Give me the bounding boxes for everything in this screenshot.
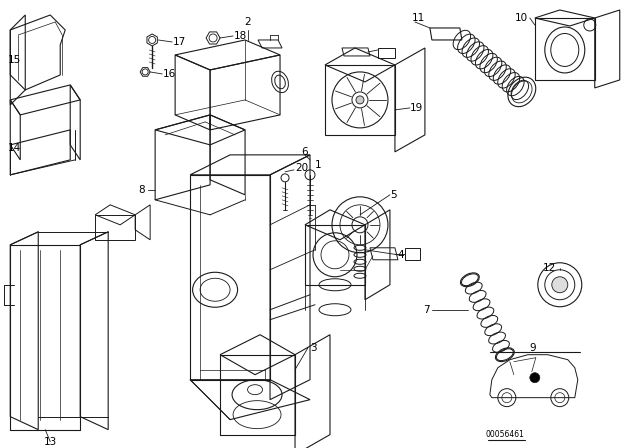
Text: 19: 19 [410, 103, 423, 113]
Circle shape [530, 373, 540, 383]
Text: 7: 7 [423, 305, 430, 315]
Text: 17: 17 [173, 37, 186, 47]
Text: 11: 11 [412, 13, 425, 23]
Text: 00056461: 00056461 [485, 430, 524, 439]
Text: 16: 16 [163, 69, 177, 79]
Text: 1: 1 [315, 160, 322, 170]
Text: 12: 12 [543, 263, 556, 273]
Text: 6: 6 [301, 147, 308, 157]
Text: 5: 5 [390, 190, 397, 200]
Text: 4: 4 [398, 250, 404, 260]
Text: 8: 8 [138, 185, 145, 195]
Text: 15: 15 [8, 55, 22, 65]
Text: 2: 2 [244, 17, 252, 27]
Text: 9: 9 [529, 343, 536, 353]
Text: 14: 14 [8, 143, 22, 153]
Text: 13: 13 [44, 437, 57, 447]
Text: 18: 18 [234, 31, 247, 41]
Circle shape [552, 277, 568, 293]
Text: 3: 3 [310, 343, 317, 353]
Text: 20: 20 [295, 163, 308, 173]
Text: 10: 10 [515, 13, 528, 23]
Circle shape [356, 96, 364, 104]
